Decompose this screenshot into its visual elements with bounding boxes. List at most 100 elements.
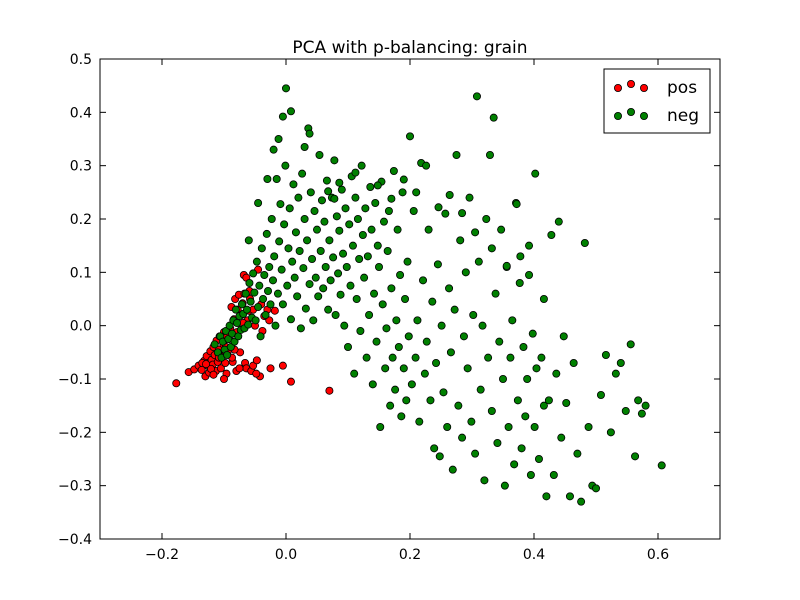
legend-item-pos: pos (614, 78, 697, 98)
data-point-neg (388, 353, 397, 362)
data-point-neg (254, 198, 263, 207)
data-point-neg (305, 129, 314, 138)
data-point-neg (355, 254, 364, 263)
data-point-neg (360, 273, 369, 282)
data-point-neg (401, 294, 410, 303)
data-point-neg (314, 292, 323, 301)
data-point-neg (634, 396, 643, 405)
data-point-neg (305, 280, 314, 289)
data-point-neg (537, 353, 546, 362)
x-tick-label: 0.0 (275, 547, 297, 563)
data-point-neg (246, 297, 255, 306)
y-tick-label: 0.3 (70, 159, 92, 175)
data-point-neg (403, 257, 412, 266)
data-point-neg (434, 203, 443, 212)
data-point-neg (463, 364, 472, 373)
data-point-neg (424, 225, 433, 234)
data-point-neg (300, 214, 309, 223)
data-point-neg (298, 169, 307, 178)
data-point-neg (335, 178, 344, 187)
data-point-neg (265, 262, 274, 271)
data-point-neg (280, 220, 289, 229)
data-point-neg (559, 332, 568, 341)
data-point-neg (381, 364, 390, 373)
data-point-neg (412, 188, 421, 197)
data-point-neg (621, 406, 630, 415)
data-point-neg (389, 166, 398, 175)
data-point-neg (312, 225, 321, 234)
y-tick-label: −0.4 (58, 532, 92, 548)
data-point-neg (626, 340, 635, 349)
data-point-neg (456, 236, 465, 245)
data-point-neg (252, 257, 261, 266)
legend-marker (627, 108, 636, 117)
data-point-neg (241, 289, 250, 298)
data-point-neg (562, 398, 571, 407)
data-point-neg (254, 302, 263, 311)
data-point-neg (276, 200, 285, 209)
data-point-neg (446, 348, 455, 357)
data-point-neg (426, 396, 435, 405)
legend-box (603, 68, 711, 134)
data-point-neg (358, 230, 367, 239)
data-point-neg (290, 273, 299, 282)
data-point-neg (399, 364, 408, 373)
data-point-neg (363, 252, 372, 261)
data-point-neg (337, 185, 346, 194)
data-point-neg (487, 244, 496, 253)
data-point-neg (478, 321, 487, 330)
data-point-neg (283, 281, 292, 290)
data-point-neg (295, 246, 304, 255)
data-point-neg (225, 321, 234, 330)
data-point-neg (348, 241, 357, 250)
data-point-neg (534, 454, 543, 463)
data-point-neg (299, 264, 308, 273)
data-point-neg (324, 187, 333, 196)
data-point-neg (357, 161, 366, 170)
data-point-neg (226, 342, 235, 351)
data-point-neg (467, 417, 476, 426)
data-point-neg (510, 460, 519, 469)
data-point-neg (264, 286, 273, 295)
data-point-neg (515, 278, 524, 287)
data-point-neg (340, 321, 349, 330)
data-point-neg (278, 112, 287, 121)
y-tick-label: 0.5 (70, 52, 92, 68)
data-point-neg (382, 324, 391, 333)
data-point-neg (351, 193, 360, 202)
data-point-neg (441, 209, 450, 218)
data-point-neg (398, 188, 407, 197)
data-point-neg (458, 433, 467, 442)
data-point-neg (387, 194, 396, 203)
legend-marker (640, 84, 649, 93)
data-point-neg (450, 305, 459, 314)
data-point-neg (384, 206, 393, 215)
data-point-neg (256, 332, 265, 341)
data-point-neg (329, 253, 338, 262)
x-tick-label: 0.2 (399, 547, 421, 563)
data-point-neg (471, 449, 480, 458)
data-point-neg (379, 217, 388, 226)
data-point-neg (549, 470, 558, 479)
data-point-neg (532, 364, 541, 373)
data-point-neg (300, 142, 309, 151)
data-point-neg (422, 161, 431, 170)
data-point-neg (324, 305, 333, 314)
data-point-neg (281, 84, 290, 93)
data-point-neg (374, 262, 383, 271)
x-tick-label: 0.4 (523, 547, 545, 563)
data-point-pos (325, 386, 334, 395)
data-point-neg (286, 315, 295, 324)
data-point-neg (508, 316, 517, 325)
data-point-neg (249, 269, 258, 278)
data-point-neg (361, 204, 370, 213)
data-point-neg (525, 270, 534, 279)
data-point-neg (523, 374, 532, 383)
data-point-neg (321, 262, 330, 271)
data-point-neg (452, 150, 461, 159)
data-point-neg (288, 257, 297, 266)
data-point-pos (172, 379, 181, 388)
data-point-neg (325, 236, 334, 245)
data-point-pos (202, 360, 211, 369)
data-point-neg (332, 212, 341, 221)
